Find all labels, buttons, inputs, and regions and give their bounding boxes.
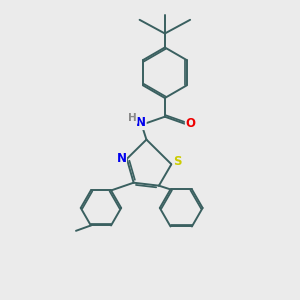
Text: N: N — [136, 116, 146, 130]
Text: S: S — [173, 155, 182, 168]
Text: N: N — [116, 152, 127, 165]
Text: H: H — [128, 113, 137, 123]
Text: O: O — [185, 117, 195, 130]
